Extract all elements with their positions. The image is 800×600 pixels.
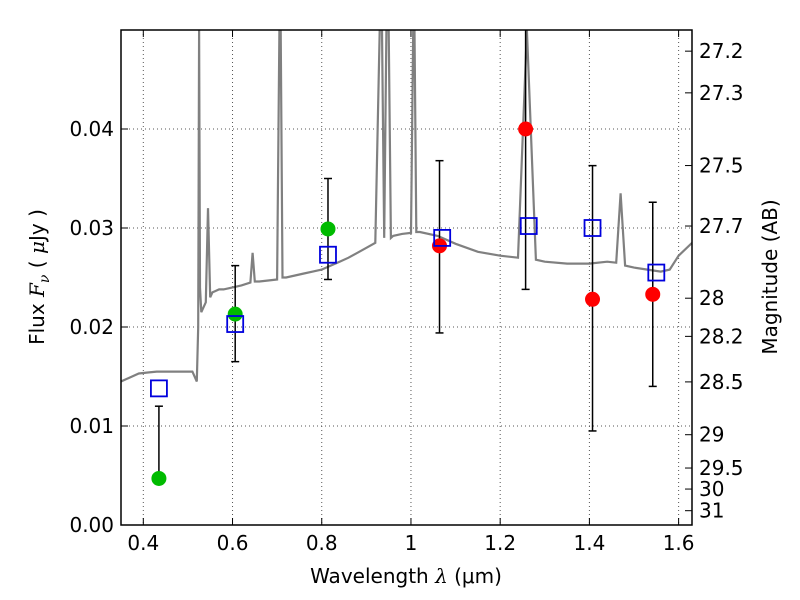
data-point — [518, 121, 534, 137]
y-axis-label-f: F — [25, 282, 49, 298]
x-axis-label: Wavelength λ (μm) — [310, 564, 502, 588]
right-tick-label: 27.5 — [699, 154, 744, 178]
x-tick-label: 0.6 — [217, 531, 249, 555]
model-point — [647, 263, 666, 282]
right-tick-label: 28.5 — [699, 370, 744, 394]
sed-curve-layer — [121, 30, 692, 383]
x-axis-label-lambda: λ — [434, 564, 448, 588]
data-point — [320, 221, 336, 237]
x-axis-label-main: Wavelength — [310, 564, 435, 588]
sed-curve — [121, 30, 692, 383]
right-tick-label: 27.2 — [699, 39, 744, 63]
data-point — [151, 470, 167, 486]
right-tick-label: 27.3 — [699, 81, 744, 105]
y-axis-label-unit: ( — [25, 254, 49, 275]
right-tick-label: 29 — [699, 423, 724, 447]
right-tick-label: 30 — [699, 477, 724, 501]
right-axis-label: Magnitude (AB) — [758, 199, 782, 354]
y-axis-label-jy: Jy ) — [25, 209, 49, 243]
data-point — [227, 306, 243, 322]
y-axis-label-nu: ν — [37, 274, 53, 283]
x-tick-label: 1.6 — [663, 531, 695, 555]
right-tick-label: 29.5 — [699, 456, 744, 480]
ticks-layer: 0.4 0.6 0.8 1 1.2 1.4 1.6 0.00 0.01 0.02 0.03 0.04 2… — [69, 30, 744, 555]
x-tick-label: 1.2 — [484, 531, 516, 555]
x-axis-label-unit: (μm) — [448, 564, 502, 588]
right-tick-label: 28.2 — [699, 324, 744, 348]
model-point — [519, 217, 538, 235]
plot-frame — [120, 29, 693, 526]
model-point — [150, 379, 168, 398]
y-axis-label-flux: Flux — [25, 297, 49, 345]
right-tick-label: 28 — [699, 286, 724, 310]
x-tick-label: 1.4 — [573, 531, 605, 555]
y-tick-label: 0.03 — [69, 216, 114, 240]
model-point — [583, 219, 602, 237]
right-tick-label: 27.7 — [699, 214, 744, 238]
model-point — [226, 315, 245, 333]
grid — [121, 30, 692, 526]
markers-layer — [150, 121, 666, 486]
data-point — [645, 286, 661, 302]
y-tick-label: 0.02 — [69, 315, 114, 339]
y-tick-label: 0.04 — [69, 117, 114, 141]
x-tick-label: 0.8 — [306, 531, 338, 555]
model-point — [319, 245, 337, 264]
y-tick-label: 0.00 — [69, 513, 114, 537]
y-tick-label: 0.01 — [69, 414, 114, 438]
right-tick-label: 31 — [699, 499, 724, 523]
y-axis-label: Flux Fν ( μJy ) — [25, 209, 53, 345]
plot-background — [121, 30, 692, 525]
x-tick-label: 0.4 — [127, 531, 159, 555]
y-axis-label-mu: μ — [25, 241, 49, 254]
model-point — [433, 228, 452, 247]
data-point — [585, 291, 601, 307]
x-tick-label: 1 — [405, 531, 418, 555]
